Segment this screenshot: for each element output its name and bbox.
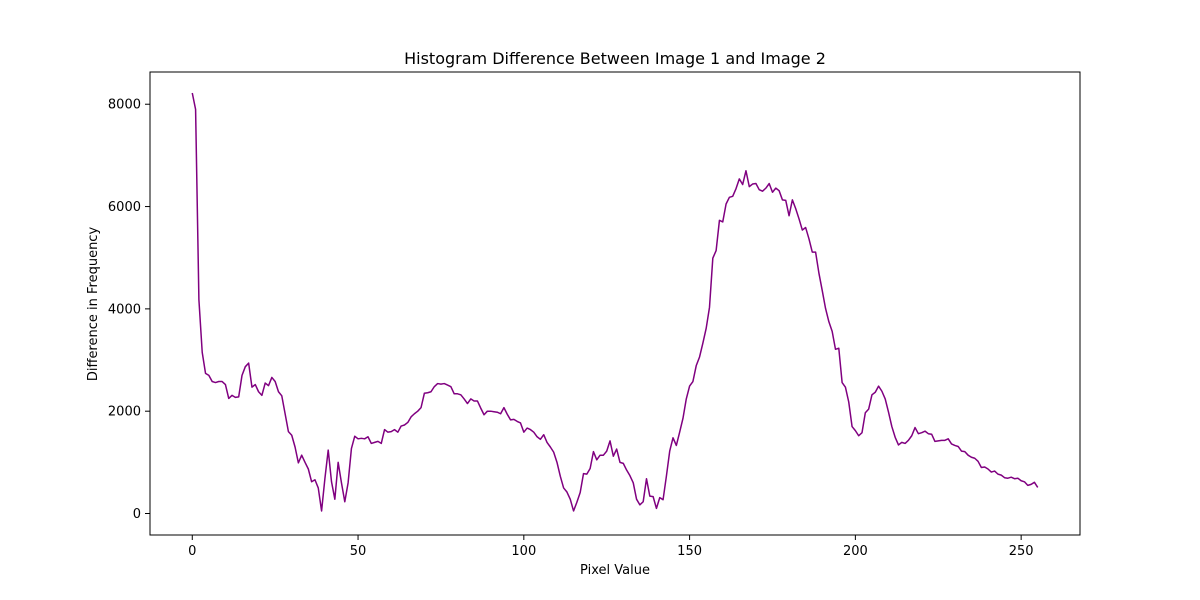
x-axis-label: Pixel Value bbox=[580, 563, 650, 578]
x-tick-label-150: 150 bbox=[677, 544, 702, 559]
y-tick-label-2000: 2000 bbox=[108, 405, 141, 420]
x-tick-label-50: 50 bbox=[350, 544, 367, 559]
y-tick-label-0: 0 bbox=[133, 507, 141, 522]
y-axis-label: Difference in Frequency bbox=[86, 227, 101, 382]
x-tick-label-200: 200 bbox=[843, 544, 868, 559]
x-tick-label-0: 0 bbox=[188, 544, 196, 559]
y-tick-label-6000: 6000 bbox=[108, 200, 141, 215]
plot-area: 0 50 100 150 200 250 0 2000 4000 6000 8000 bbox=[108, 71, 1081, 559]
plot-frame bbox=[149, 71, 1081, 536]
x-tick-label-250: 250 bbox=[1009, 544, 1034, 559]
series-line-0 bbox=[191, 92, 1039, 512]
x-tick-label-100: 100 bbox=[511, 544, 536, 559]
y-tick-label-4000: 4000 bbox=[108, 302, 141, 317]
y-tick-label-8000: 8000 bbox=[108, 98, 141, 113]
chart-title: Histogram Difference Between Image 1 and… bbox=[404, 49, 826, 68]
